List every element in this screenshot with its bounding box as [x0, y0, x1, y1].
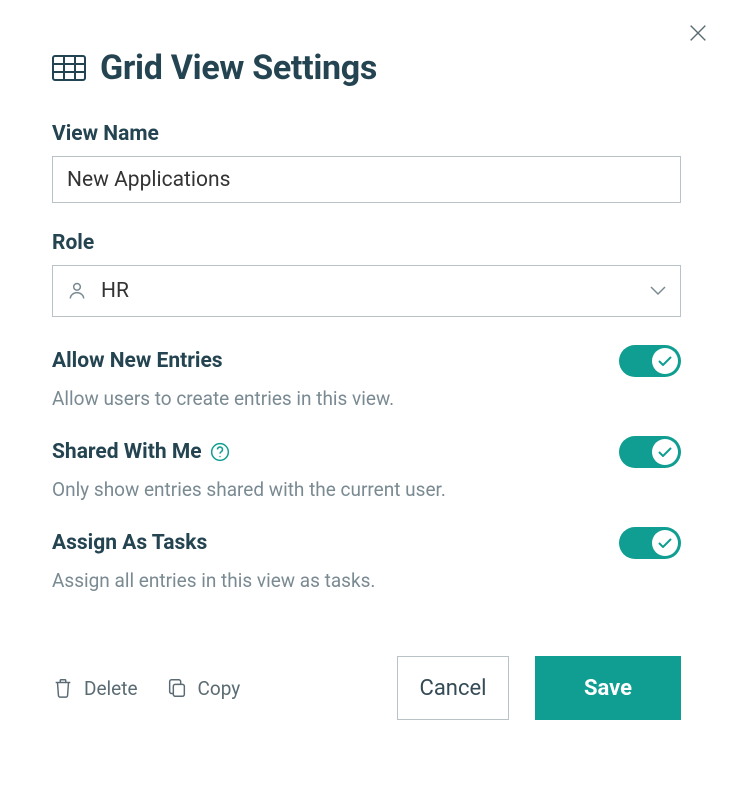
allow-new-entries-toggle[interactable]	[619, 345, 681, 377]
allow-new-entries-help: Allow users to create entries in this vi…	[52, 387, 681, 410]
footer-right: Cancel Save	[397, 656, 681, 720]
grid-icon	[52, 55, 86, 81]
assign-as-tasks-row: Assign As Tasks	[52, 527, 681, 559]
assign-as-tasks-label: Assign As Tasks	[52, 531, 207, 555]
cancel-button[interactable]: Cancel	[397, 656, 509, 720]
role-field-group: Role HR	[52, 231, 681, 317]
trash-icon	[52, 677, 74, 699]
role-label: Role	[52, 231, 681, 255]
footer-left: Delete Copy	[52, 677, 240, 700]
shared-with-me-label: Shared With Me	[52, 440, 230, 464]
copy-icon	[166, 677, 188, 699]
toggle-knob	[652, 348, 678, 374]
shared-with-me-toggle[interactable]	[619, 436, 681, 468]
copy-label: Copy	[198, 677, 241, 700]
person-icon	[67, 281, 87, 301]
toggle-knob	[652, 530, 678, 556]
view-name-input[interactable]	[52, 156, 681, 203]
chevron-down-icon	[649, 285, 667, 297]
copy-button[interactable]: Copy	[166, 677, 241, 700]
delete-button[interactable]: Delete	[52, 677, 138, 700]
allow-new-entries-row: Allow New Entries	[52, 345, 681, 377]
help-icon[interactable]	[210, 442, 230, 462]
close-button[interactable]	[687, 22, 709, 44]
dialog-title: Grid View Settings	[100, 48, 377, 88]
shared-with-me-label-text: Shared With Me	[52, 440, 202, 464]
check-icon	[658, 356, 672, 366]
dialog-footer: Delete Copy Cancel Save	[52, 656, 681, 720]
settings-panel: Grid View Settings View Name Role HR All…	[0, 0, 731, 720]
view-name-label: View Name	[52, 122, 681, 146]
delete-label: Delete	[84, 677, 138, 700]
role-value: HR	[101, 279, 129, 303]
title-row: Grid View Settings	[52, 48, 681, 88]
allow-new-entries-label: Allow New Entries	[52, 349, 223, 373]
shared-with-me-row: Shared With Me	[52, 436, 681, 468]
assign-as-tasks-toggle[interactable]	[619, 527, 681, 559]
save-button[interactable]: Save	[535, 656, 681, 720]
toggle-knob	[652, 439, 678, 465]
view-name-field-group: View Name	[52, 122, 681, 203]
check-icon	[658, 538, 672, 548]
close-icon	[687, 22, 709, 44]
assign-as-tasks-help: Assign all entries in this view as tasks…	[52, 569, 681, 592]
shared-with-me-help: Only show entries shared with the curren…	[52, 478, 681, 501]
check-icon	[658, 447, 672, 457]
role-select[interactable]: HR	[52, 265, 681, 317]
